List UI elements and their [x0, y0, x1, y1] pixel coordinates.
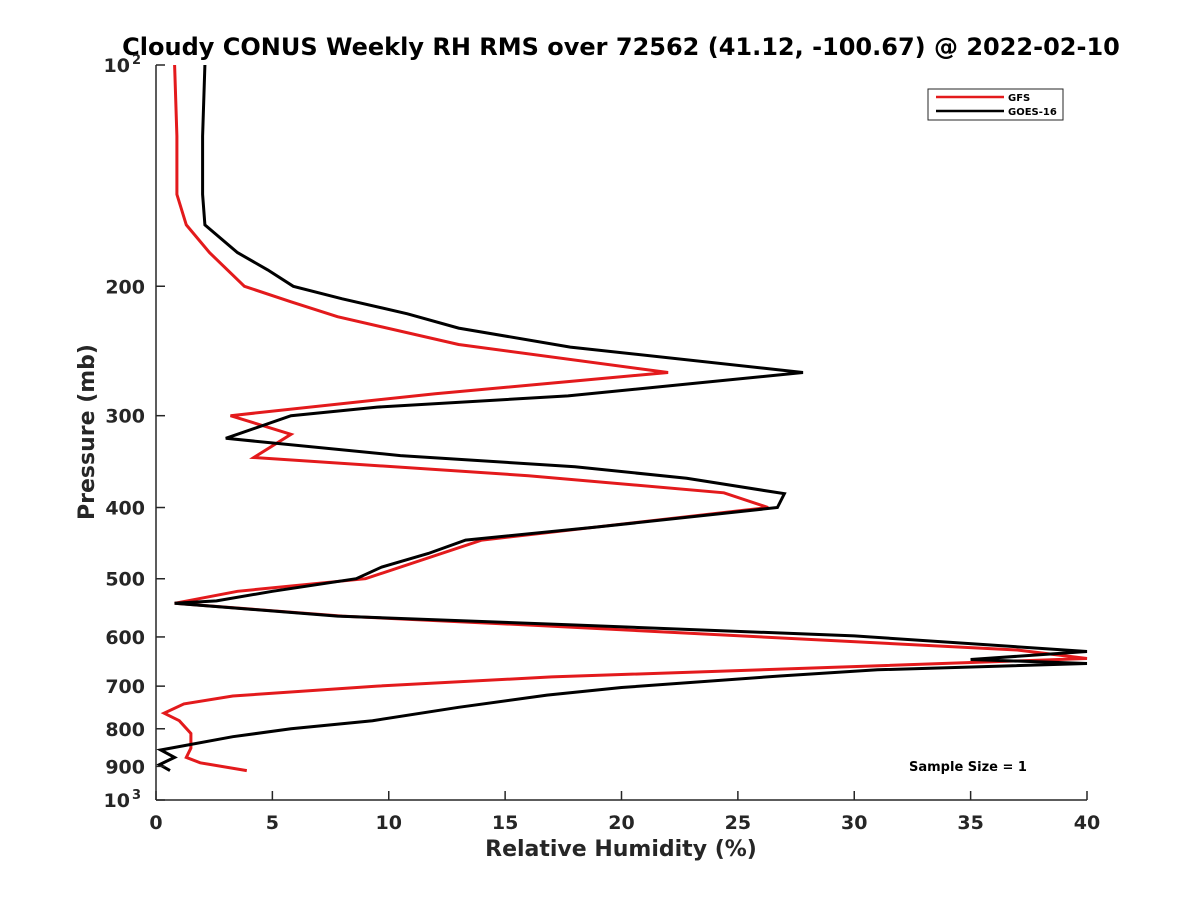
y-tick-label: 200 — [105, 276, 145, 298]
y-tick-exponent: 3 — [132, 788, 141, 803]
y-tick-label: 800 — [105, 719, 145, 741]
x-tick-label: 0 — [149, 812, 162, 834]
legend-box — [927, 88, 1064, 121]
y-tick-label: 900 — [105, 756, 145, 778]
series-line-gfs — [160, 64, 1088, 773]
y-axis-label: Pressure (mb) — [75, 344, 100, 520]
x-tick-label: 40 — [1074, 812, 1100, 834]
series-layer — [156, 64, 1088, 773]
legend-label-goes-16: GOES-16 — [1008, 107, 1057, 118]
y-tick-label: 600 — [105, 627, 145, 649]
x-axis-ticks: 0 5 10 15 20 25 30 35 40 — [149, 791, 1100, 834]
x-tick-label: 35 — [957, 812, 983, 834]
y-tick-label: 300 — [105, 406, 145, 428]
y-tick-label: 10 — [104, 55, 130, 77]
plot-frame — [156, 65, 1087, 800]
y-tick-label: 400 — [105, 498, 145, 520]
y-tick-label: 10 — [104, 790, 130, 812]
plot-area — [155, 64, 1088, 801]
x-tick-label: 15 — [492, 812, 518, 834]
sample-size-annotation: Sample Size = 1 — [909, 760, 1027, 775]
x-tick-label: 5 — [266, 812, 279, 834]
x-axis-label: Relative Humidity (%) — [485, 837, 757, 862]
legend-label-gfs: GFS — [1008, 93, 1030, 104]
y-tick-label: 700 — [105, 676, 145, 698]
y-tick-label: 500 — [105, 569, 145, 591]
x-tick-label: 30 — [841, 812, 867, 834]
y-tick-exponent: 2 — [132, 53, 141, 68]
chart-title: Cloudy CONUS Weekly RH RMS over 72562 (4… — [122, 33, 1120, 61]
x-tick-label: 20 — [608, 812, 634, 834]
series-line-goes-16 — [156, 64, 1088, 772]
x-tick-label: 25 — [725, 812, 751, 834]
legend: GFS GOES-16 — [927, 88, 1064, 121]
x-tick-label: 10 — [376, 812, 402, 834]
